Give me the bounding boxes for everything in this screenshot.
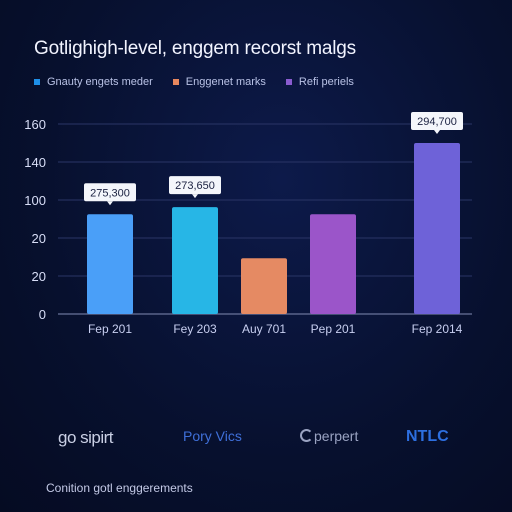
logo-perpert-text: perpert [314, 428, 359, 444]
bar [310, 214, 356, 314]
legend-label-1: Gnauty engets meder [47, 76, 153, 88]
y-axis-ticks: 0 20 20 100 140 160 [24, 117, 46, 322]
bar [87, 214, 133, 314]
data-label: 275,300 [90, 187, 130, 199]
x-tick-label: Pep 201 [311, 322, 356, 336]
footer-caption: Conition gotl enggerements [46, 481, 193, 495]
logo-ntlc: NTLC [406, 428, 449, 445]
x-tick-label: Fep 201 [88, 322, 132, 336]
data-label-box [411, 112, 463, 130]
partner-logos: go sipirt Pory Vics perpert NTLC [0, 428, 512, 452]
data-labels: 275,300 273,650 294,700 [84, 112, 463, 206]
legend-swatch-1 [34, 79, 40, 85]
data-label-pointer [434, 130, 440, 134]
data-label-pointer [192, 194, 198, 199]
x-tick-label: Auy 701 [242, 322, 286, 336]
legend-label-3: Refi periels [298, 76, 354, 88]
bar [241, 258, 287, 314]
data-label-box [84, 183, 136, 202]
data-label: 294,700 [417, 116, 457, 128]
bar [414, 143, 460, 314]
x-tick-label: Fep 2014 [412, 322, 463, 336]
legend: Gnauty engets meder Enggenet marks Refi … [34, 76, 354, 88]
y-tick-label: 20 [32, 269, 46, 284]
y-tick-label: 0 [39, 307, 46, 322]
logo-pory-vics: Pory Vics [183, 428, 242, 444]
logo-perpert: perpert [300, 428, 358, 444]
logo-go-sipirt: go sipirt [58, 428, 114, 447]
data-label-box [169, 176, 221, 195]
y-tick-label: 160 [24, 117, 46, 132]
data-label-pointer [107, 201, 113, 206]
data-label: 273,650 [175, 180, 215, 192]
x-axis-labels: Fep 201 Fey 203 Auy 701 Pep 201 Fep 2014 [88, 322, 463, 336]
legend-item-3: Refi periels [285, 76, 354, 88]
bars [87, 143, 460, 314]
legend-item-2: Enggenet marks [172, 76, 266, 88]
y-tick-label: 100 [24, 193, 46, 208]
x-tick-label: Fey 203 [173, 322, 217, 336]
y-tick-label: 20 [32, 231, 46, 246]
legend-label-2: Enggenet marks [185, 76, 266, 88]
y-tick-label: 140 [24, 155, 46, 170]
chart-title: Gotlighigh-level, enggem recorst malgs [34, 38, 356, 59]
logo-perpert-mark-icon [300, 429, 313, 442]
legend-swatch-3 [285, 79, 292, 85]
legend-item-1: Gnauty engets meder [34, 76, 153, 88]
bar [172, 207, 218, 314]
legend-swatch-2 [172, 79, 179, 85]
